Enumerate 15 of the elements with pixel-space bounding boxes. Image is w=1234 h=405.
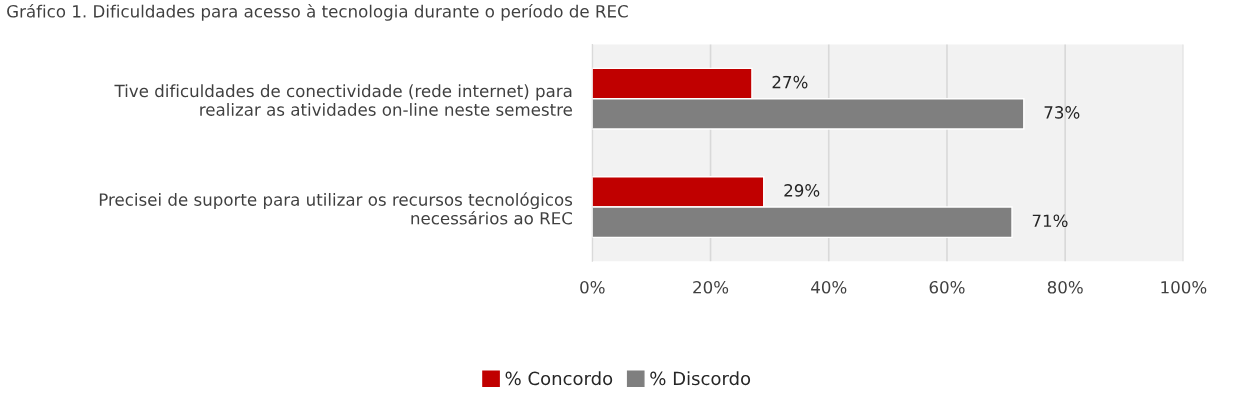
legend-label: % Concordo (505, 371, 613, 386)
x-tick-label: 80% (1047, 280, 1083, 294)
x-tick-label: 20% (693, 280, 729, 294)
x-tick-label: 40% (811, 280, 847, 294)
data-label: 29% (784, 184, 820, 197)
data-label: 73% (1044, 106, 1080, 119)
y-tick-label: Precisei de suporte para utilizar os recursos tecnológicos necessários ao REC (99, 192, 573, 225)
data-label: 27% (772, 75, 808, 89)
x-tick-label: 0% (580, 280, 605, 294)
y-tick-label: Tive dificuldades de conectividade (rede internet) para realizar as atividades on-line neste semestre (114, 84, 572, 116)
x-tick-label: 60% (929, 280, 965, 294)
legend-label: % Discordo (650, 371, 751, 386)
text: Gráfico 1. Dificuldades para acesso à tecnologia durante o período de REC (7, 4, 628, 21)
x-tick-label: 100% (1161, 280, 1207, 294)
data-label: 71% (1032, 214, 1068, 228)
